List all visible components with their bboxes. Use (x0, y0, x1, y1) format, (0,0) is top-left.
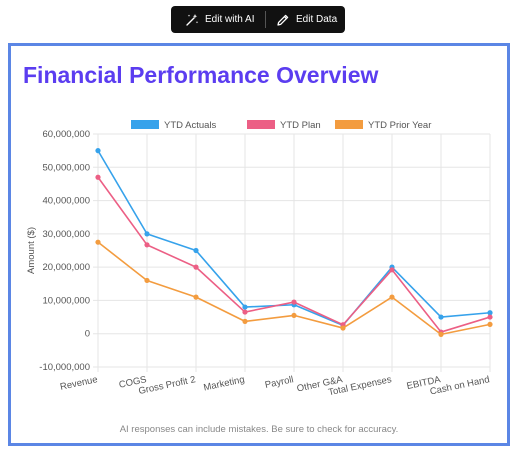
legend-label: YTD Actuals (164, 120, 217, 131)
y-axis-title: Amount ($) (26, 227, 37, 274)
data-point (389, 267, 395, 273)
edit-with-ai-button[interactable]: Edit with AI (171, 6, 262, 33)
y-tick-label: 20,000,000 (42, 262, 90, 273)
data-point (95, 239, 101, 245)
data-point (193, 247, 199, 254)
data-point (389, 294, 395, 300)
toolbar-divider (265, 11, 266, 28)
chart-card: Financial Performance Overview -10,000,0… (8, 43, 510, 446)
x-tick-label: Gross Profit 2 (138, 374, 197, 397)
edit-data-label: Edit Data (296, 14, 338, 25)
y-tick-label: -10,000,000 (39, 362, 90, 373)
edit-toolbar: Edit with AI Edit Data (171, 6, 345, 33)
data-point (242, 304, 248, 310)
data-point (95, 174, 101, 180)
legend-label: YTD Plan (280, 120, 321, 131)
chart-title: Financial Performance Overview (23, 62, 379, 88)
line-chart: -10,000,000 0 10,000,000 20,000,000 30,000,0… (26, 120, 493, 398)
data-point (144, 231, 150, 237)
x-tick-label: Revenue (59, 374, 98, 393)
data-point (291, 299, 297, 305)
data-point (144, 277, 150, 284)
data-point (340, 325, 346, 331)
x-tick-label: Payroll (264, 374, 295, 391)
pencil-icon (276, 13, 290, 27)
data-point (193, 294, 199, 300)
y-tick-label: 60,000,000 (42, 129, 90, 140)
y-tick-label: 10,000,000 (42, 295, 90, 306)
legend-swatch (247, 120, 275, 129)
y-tick-label: 40,000,000 (42, 196, 90, 207)
data-point (487, 310, 493, 316)
data-point (95, 148, 101, 154)
data-point (144, 242, 150, 248)
magic-wand-icon (185, 13, 199, 27)
data-point (438, 314, 444, 320)
x-tick-label: Marketing (203, 374, 246, 393)
y-tick-label: 0 (85, 329, 90, 340)
ai-disclaimer: AI responses can include mistakes. Be su… (119, 424, 399, 435)
legend-swatch (131, 120, 159, 129)
data-point (487, 321, 493, 327)
edit-data-button[interactable]: Edit Data (266, 6, 337, 33)
legend-swatch (335, 120, 363, 129)
data-point (487, 314, 493, 320)
legend-label: YTD Prior Year (368, 120, 431, 131)
data-point (438, 331, 444, 337)
data-point (242, 309, 248, 315)
edit-with-ai-label: Edit with AI (205, 14, 255, 25)
y-tick-label: 30,000,000 (42, 229, 90, 240)
data-point (193, 264, 199, 270)
data-point (242, 318, 248, 324)
y-tick-label: 50,000,000 (42, 162, 90, 173)
data-point (291, 312, 297, 319)
